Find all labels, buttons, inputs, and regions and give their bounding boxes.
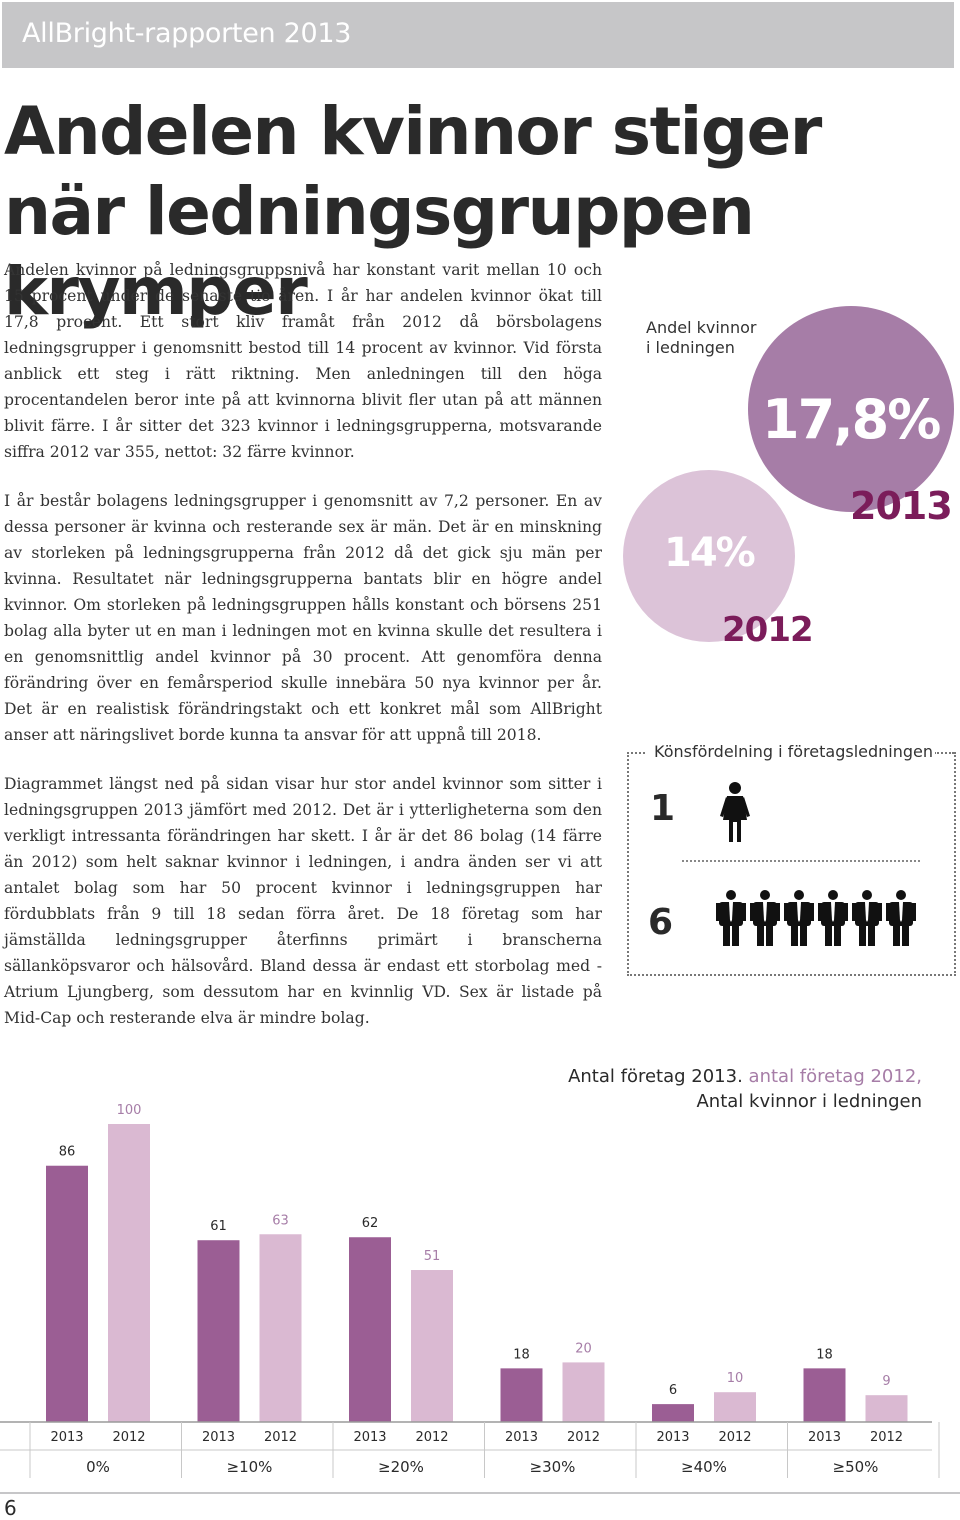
- box-top-border-right: [934, 752, 954, 754]
- year-tick-label: 2012: [264, 1430, 297, 1445]
- category-label: ≥30%: [530, 1458, 576, 1476]
- legend-2012: antal företag 2012,: [748, 1066, 922, 1087]
- bar-2012-1: [259, 1234, 302, 1422]
- women-count: 1: [650, 788, 676, 829]
- legend-kvinnor: Antal kvinnor i ledningen: [696, 1091, 922, 1112]
- body-paragraph-3: Diagrammet längst ned på sidan visar hur…: [4, 775, 602, 1027]
- body-paragraph-2: I år består bolagens ledningsgrupper i g…: [4, 492, 602, 744]
- percent-2013: 17,8%: [762, 388, 941, 451]
- bar-value-label: 63: [272, 1213, 289, 1228]
- man-icon: [716, 890, 746, 946]
- year-label-2013: 2013: [850, 484, 953, 528]
- bar-2013-0: [46, 1165, 88, 1422]
- circle-2013: [748, 306, 954, 512]
- bar-2013-1: [197, 1240, 240, 1422]
- bar-value-label: 86: [59, 1145, 76, 1160]
- category-label: ≥50%: [833, 1458, 879, 1476]
- page-headline: Andelen kvinnor stiger när ledningsgrupp…: [4, 93, 822, 330]
- man-icon: [784, 890, 814, 946]
- bar-value-label: 100: [117, 1103, 142, 1118]
- man-icon: [818, 890, 848, 946]
- konsfordelning-box: [627, 752, 956, 976]
- gender-divider: [682, 860, 920, 862]
- bar-value-label: 61: [210, 1219, 227, 1234]
- men-count: 6: [648, 902, 674, 943]
- bar-value-label: 62: [362, 1216, 379, 1231]
- bar-2013-4: [652, 1404, 694, 1422]
- konsfordelning-title: Könsfördelning i företagsledningen: [652, 742, 935, 761]
- man-icon: [886, 890, 916, 946]
- bar-value-label: 10: [727, 1371, 744, 1386]
- year-tick-label: 2012: [415, 1430, 448, 1445]
- year-tick-label: 2012: [718, 1430, 751, 1445]
- bar-value-label: 9: [882, 1374, 890, 1389]
- circle-2012: [623, 470, 795, 642]
- woman-icon: [720, 782, 750, 842]
- bar-2012-3: [562, 1362, 605, 1422]
- report-title: AllBright-rapporten 2013: [22, 18, 352, 49]
- bar-2012-5: [865, 1395, 908, 1422]
- chart-legend: Antal företag 2013. antal företag 2012, …: [562, 1064, 922, 1114]
- year-tick-label: 2012: [112, 1430, 145, 1445]
- man-icon: [750, 890, 780, 946]
- bar-2013-3: [500, 1368, 543, 1422]
- year-tick-label: 2013: [202, 1430, 235, 1445]
- andel-kvinnor-label: Andel kvinnor i ledningen: [646, 318, 757, 357]
- year-tick-label: 2013: [656, 1430, 689, 1445]
- category-label: ≥40%: [681, 1458, 727, 1476]
- year-tick-label: 2013: [50, 1430, 83, 1445]
- category-label: ≥20%: [378, 1458, 424, 1476]
- bar-2012-0: [108, 1124, 150, 1422]
- bar-value-label: 6: [669, 1383, 677, 1398]
- body-paragraph-1: Andelen kvinnor på ledningsgruppsnivå ha…: [4, 261, 602, 461]
- page-number: 6: [4, 1496, 17, 1520]
- bar-value-label: 20: [575, 1341, 592, 1356]
- bar-2013-5: [803, 1368, 846, 1422]
- bar-value-label: 18: [513, 1347, 530, 1362]
- category-label: ≥10%: [227, 1458, 273, 1476]
- percent-2012: 14%: [664, 530, 756, 576]
- box-top-border-left: [627, 752, 645, 754]
- year-tick-label: 2013: [353, 1430, 386, 1445]
- bar-2012-4: [714, 1392, 756, 1422]
- bar-chart: 86201310020120%612013632012≥10%622013512…: [0, 1103, 940, 1478]
- legend-2013: Antal företag 2013.: [568, 1066, 743, 1087]
- man-icon: [852, 890, 882, 946]
- bar-2012-2: [411, 1270, 453, 1422]
- bar-value-label: 18: [816, 1347, 833, 1362]
- category-label: 0%: [86, 1458, 110, 1476]
- year-tick-label: 2012: [870, 1430, 903, 1445]
- bar-value-label: 51: [424, 1249, 441, 1264]
- bar-2013-2: [349, 1237, 391, 1422]
- header-bar: [2, 2, 954, 68]
- footer-rule: [0, 1492, 960, 1494]
- year-tick-label: 2013: [505, 1430, 538, 1445]
- year-label-2012: 2012: [722, 610, 814, 650]
- year-tick-label: 2013: [808, 1430, 841, 1445]
- year-tick-label: 2012: [567, 1430, 600, 1445]
